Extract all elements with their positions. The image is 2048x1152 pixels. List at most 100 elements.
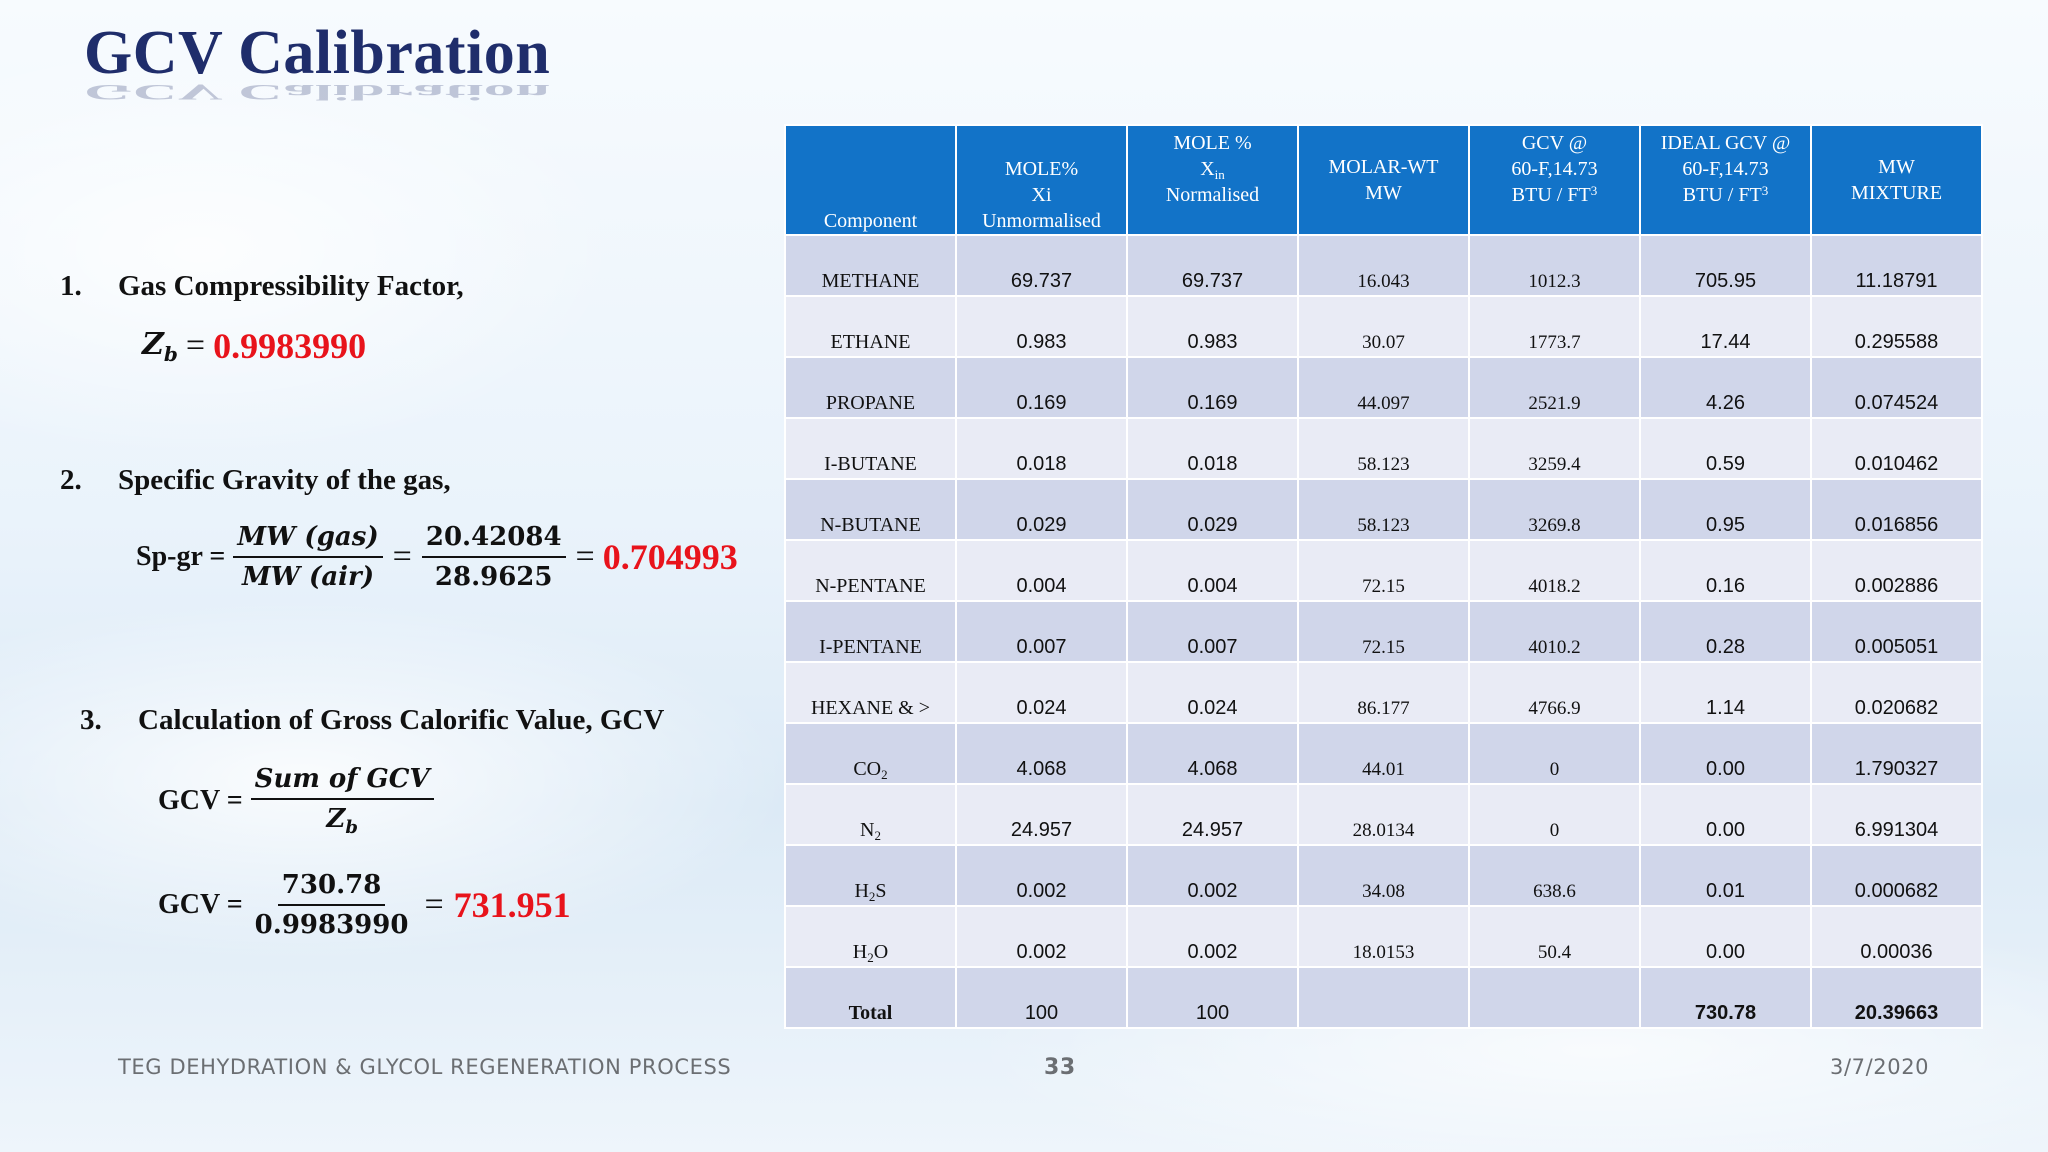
- cell-mole-normalised: 0.029: [1128, 480, 1297, 539]
- cell-mole-unnormalised: 0.004: [957, 541, 1126, 600]
- spgr-numerator-mw: MW (gas): [233, 522, 383, 558]
- cell-ideal-gcv: 0.00: [1641, 785, 1810, 844]
- cell-component: PROPANE: [786, 358, 955, 417]
- item-1-text: Gas Compressibility Factor,: [118, 270, 464, 302]
- spgr-label: Sp-gr =: [136, 541, 226, 572]
- cell-mw-mixture: 0.295588: [1812, 297, 1981, 356]
- slide-title-reflection: GCV Calibration: [84, 79, 551, 104]
- cell-mole-normalised: 0.018: [1128, 419, 1297, 478]
- cell-mw-mixture: 0.016856: [1812, 480, 1981, 539]
- cell-component: H2S: [786, 846, 955, 905]
- cell-mole-normalised: 4.068: [1128, 724, 1297, 783]
- gcv-formula-2-equals: =: [424, 886, 444, 923]
- gcv-formula-1: GCV = Sum of GCV Zb: [158, 764, 442, 838]
- total-label: Total: [786, 968, 955, 1027]
- cell-ideal-gcv: 4.26: [1641, 358, 1810, 417]
- table-body: METHANE 69.737 69.737 16.043 1012.3 705.95 11.…: [786, 236, 1981, 1027]
- cell-ideal-gcv: 0.00: [1641, 724, 1810, 783]
- zb-formula: Zb = 0.9983990: [142, 325, 366, 367]
- gcv-formula-2-numerator: 730.78: [277, 870, 386, 906]
- header-mole-normalised: MOLE % Xin Normalised: [1128, 126, 1297, 234]
- cell-component: CO2: [786, 724, 955, 783]
- table-header-row: Component MOLE% Xi Unmormalised MOLE % X…: [786, 126, 1981, 234]
- gcv-formula-2: GCV = 730.78 0.9983990 = 731.951: [158, 870, 571, 940]
- table-row: N-PENTANE 0.004 0.004 72.15 4018.2 0.16 0.0028…: [786, 541, 1981, 600]
- table-row: METHANE 69.737 69.737 16.043 1012.3 705.95 11.…: [786, 236, 1981, 295]
- cell-mole-normalised: 0.169: [1128, 358, 1297, 417]
- cell-mole-normalised: 0.024: [1128, 663, 1297, 722]
- cell-mw-mixture: 0.074524: [1812, 358, 1981, 417]
- cell-mole-unnormalised: 0.024: [957, 663, 1126, 722]
- cell-component: I-PENTANE: [786, 602, 955, 661]
- cell-mole-unnormalised: 0.002: [957, 846, 1126, 905]
- total-gcv: [1470, 968, 1639, 1027]
- cell-mw-mixture: 11.18791: [1812, 236, 1981, 295]
- footer-page-number: 33: [1044, 1055, 1076, 1080]
- spgr-equals-2: =: [575, 538, 595, 575]
- cell-mole-unnormalised: 0.169: [957, 358, 1126, 417]
- cell-component: N-PENTANE: [786, 541, 955, 600]
- cell-mole-unnormalised: 4.068: [957, 724, 1126, 783]
- zb-symbol: Zb: [142, 326, 178, 366]
- cell-component: ETHANE: [786, 297, 955, 356]
- table-row: H2S 0.002 0.002 34.08 638.6 0.01 0.000682: [786, 846, 1981, 905]
- slide-title: GCV Calibration: [84, 19, 551, 87]
- gcv-formula-1-denominator: Zb: [326, 804, 358, 839]
- item-3-number: 3.: [80, 704, 102, 736]
- item-1-number: 1.: [60, 270, 82, 302]
- spgr-equals-1: =: [392, 538, 412, 575]
- spgr-fraction-values: 20.42084 28.9625: [421, 522, 566, 592]
- cell-ideal-gcv: 0.28: [1641, 602, 1810, 661]
- zb-equals: =: [185, 327, 206, 364]
- gcv-table: Component MOLE% Xi Unmormalised MOLE % X…: [784, 124, 1983, 1029]
- cell-mw-mixture: 0.010462: [1812, 419, 1981, 478]
- cell-gcv: 1012.3: [1470, 236, 1639, 295]
- total-mole-unnormalised: 100: [957, 968, 1126, 1027]
- cell-mole-normalised: 0.983: [1128, 297, 1297, 356]
- gcv-formula-1-fraction: Sum of GCV Zb: [250, 764, 434, 839]
- table-row: ETHANE 0.983 0.983 30.07 1773.7 17.44 0.295588: [786, 297, 1981, 356]
- cell-molar-wt: 18.0153: [1299, 907, 1468, 966]
- spgr-denominator-value: 28.9625: [434, 562, 553, 592]
- cell-mole-normalised: 0.002: [1128, 846, 1297, 905]
- spgr-fraction-mw: MW (gas) MW (air): [233, 522, 383, 592]
- cell-component: N2: [786, 785, 955, 844]
- cell-component: H2O: [786, 907, 955, 966]
- table-row: HEXANE & >0.024 0.024 86.177 4766.9 1.14 0.02…: [786, 663, 1981, 722]
- cell-gcv: 638.6: [1470, 846, 1639, 905]
- cell-ideal-gcv: 0.01: [1641, 846, 1810, 905]
- cell-molar-wt: 86.177: [1299, 663, 1468, 722]
- gcv-formula-2-fraction: 730.78 0.9983990: [251, 870, 413, 940]
- cell-ideal-gcv: 0.00: [1641, 907, 1810, 966]
- cell-component: HEXANE & >: [786, 663, 955, 722]
- cell-mole-unnormalised: 69.737: [957, 236, 1126, 295]
- cell-gcv: 3269.8: [1470, 480, 1639, 539]
- cell-ideal-gcv: 0.16: [1641, 541, 1810, 600]
- cell-mole-unnormalised: 0.002: [957, 907, 1126, 966]
- cell-molar-wt: 28.0134: [1299, 785, 1468, 844]
- table-row: PROPANE 0.169 0.169 44.097 2521.9 4.26 0.07452…: [786, 358, 1981, 417]
- footer-title: TEG DEHYDRATION & GLYCOL REGENERATION PR…: [118, 1055, 732, 1079]
- cell-molar-wt: 72.15: [1299, 602, 1468, 661]
- cell-mw-mixture: 0.020682: [1812, 663, 1981, 722]
- header-component: Component: [786, 126, 955, 234]
- spgr-numerator-value: 20.42084: [421, 522, 566, 558]
- cell-molar-wt: 34.08: [1299, 846, 1468, 905]
- table-row: I-PENTANE 0.007 0.007 72.15 4010.2 0.28 0.0050…: [786, 602, 1981, 661]
- cell-gcv: 2521.9: [1470, 358, 1639, 417]
- table-row: CO2 4.068 4.068 44.01 0 0.00 1.790327: [786, 724, 1981, 783]
- cell-ideal-gcv: 0.95: [1641, 480, 1810, 539]
- total-molar-wt: [1299, 968, 1468, 1027]
- cell-mole-normalised: 0.007: [1128, 602, 1297, 661]
- cell-molar-wt: 58.123: [1299, 419, 1468, 478]
- cell-component: I-BUTANE: [786, 419, 955, 478]
- cell-mole-unnormalised: 0.007: [957, 602, 1126, 661]
- zb-value: 0.9983990: [213, 326, 367, 366]
- gcv-formula-2-label: GCV =: [158, 889, 243, 920]
- table-row: N-BUTANE 0.029 0.029 58.123 3269.8 0.95 0.0168…: [786, 480, 1981, 539]
- gcv-formula-2-denominator: 0.9983990: [254, 910, 409, 940]
- cell-ideal-gcv: 1.14: [1641, 663, 1810, 722]
- header-ideal-gcv: IDEAL GCV @ 60-F,14.73 BTU / FT3: [1641, 126, 1810, 234]
- cell-molar-wt: 72.15: [1299, 541, 1468, 600]
